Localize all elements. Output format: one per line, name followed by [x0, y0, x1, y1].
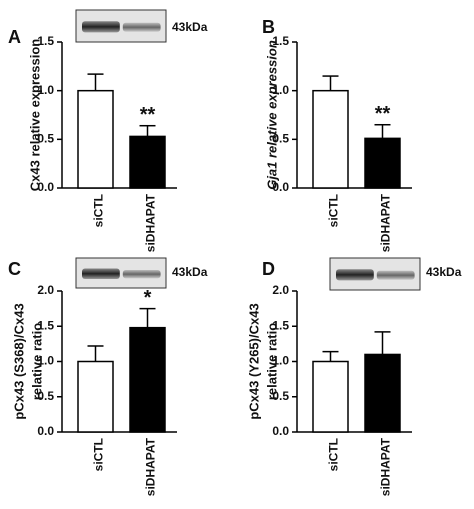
blot-band: [122, 270, 161, 279]
y-tick-label: 0.5: [272, 132, 289, 146]
y-tick-label: 0.0: [272, 180, 289, 194]
x-tick-label: siDHAPAT: [379, 193, 393, 252]
x-tick-label: siDHAPAT: [144, 193, 158, 252]
y-tick-label: 0.0: [272, 424, 289, 438]
blot-label: 43kDa: [426, 265, 462, 279]
y-tick-label: 0.5: [272, 389, 289, 403]
significance: **: [375, 103, 391, 125]
y-tick-label: 1.0: [272, 83, 289, 97]
x-tick-label: siCTL: [92, 194, 106, 227]
blot-label: 43kDa: [172, 265, 208, 279]
y-tick-label: 1.0: [37, 83, 54, 97]
y-axis-label: Gja1 relative expression: [264, 40, 279, 190]
y-tick-label: 0.5: [37, 389, 54, 403]
blot-label: 43kDa: [172, 20, 208, 34]
y-tick-label: 1.0: [272, 354, 289, 368]
y-tick-label: 2.0: [272, 283, 289, 297]
bar: [129, 135, 166, 189]
bar: [364, 137, 401, 189]
bar: [312, 360, 349, 433]
x-tick-label: siCTL: [92, 438, 106, 471]
y-axis-label: pCx43 (Y265)/Cx43: [246, 303, 261, 419]
bar: [77, 360, 114, 433]
y-axis-label: pCx43 (S368)/Cx43: [11, 303, 26, 419]
x-tick-label: siCTL: [327, 438, 341, 471]
y-axis-label: relative ratio: [264, 323, 279, 400]
blot-band: [336, 269, 374, 281]
panel-label: C: [8, 259, 21, 279]
blot-band: [376, 270, 415, 280]
y-tick-label: 1.5: [37, 318, 54, 332]
y-tick-label: 2.0: [37, 283, 54, 297]
panel-label: A: [8, 27, 21, 47]
significance: *: [144, 287, 152, 309]
y-tick-label: 1.5: [272, 318, 289, 332]
y-axis-label: relative ratio: [29, 323, 44, 400]
blot-band: [82, 21, 120, 33]
bar: [364, 353, 401, 433]
panel-label: D: [262, 259, 275, 279]
bar: [312, 89, 349, 189]
y-tick-label: 1.5: [272, 34, 289, 48]
x-tick-label: siDHAPAT: [144, 437, 158, 496]
y-axis-label: Cx43 relative expression: [27, 39, 42, 192]
y-tick-label: 0.0: [37, 180, 54, 194]
bar: [129, 326, 166, 433]
panel-label: B: [262, 17, 275, 37]
y-tick-label: 0.5: [37, 132, 54, 146]
x-tick-label: siCTL: [327, 194, 341, 227]
y-tick-label: 1.0: [37, 354, 54, 368]
significance: **: [140, 104, 156, 126]
y-tick-label: 1.5: [37, 34, 54, 48]
bar: [77, 89, 114, 189]
x-tick-label: siDHAPAT: [379, 437, 393, 496]
y-tick-label: 0.0: [37, 424, 54, 438]
blot-band: [82, 268, 120, 279]
blot-band: [122, 22, 161, 32]
